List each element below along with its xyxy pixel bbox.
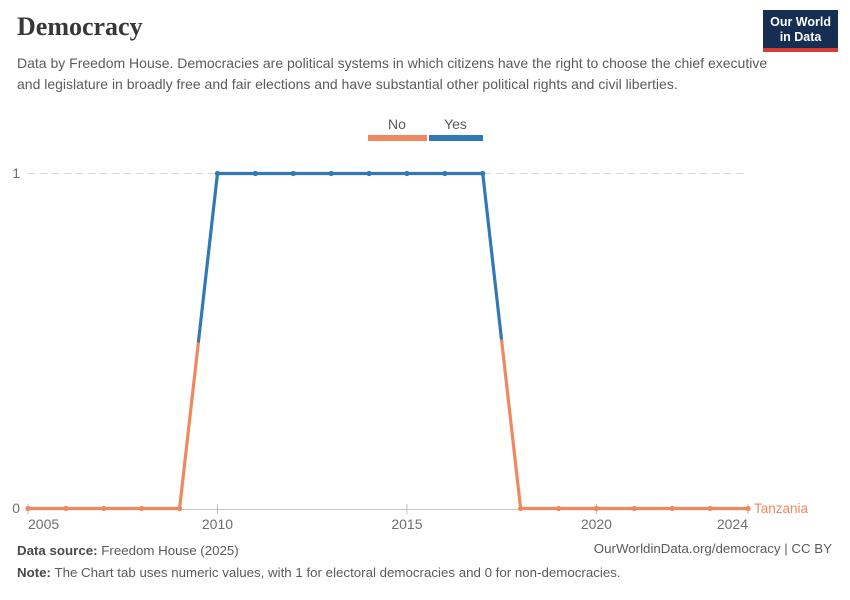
data-point-2020[interactable] [593, 505, 600, 512]
y-axis-label-0: 0 [12, 500, 20, 516]
data-source-line: Data source: Freedom House (2025) [17, 540, 621, 562]
x-axis-label-2005: 2005 [28, 516, 59, 532]
legend-label-yes: Yes [444, 116, 467, 132]
page-title: Democracy [17, 12, 143, 41]
x-axis-label-2015: 2015 [391, 516, 422, 532]
data-point-2006[interactable] [63, 505, 69, 512]
chart-legend: No Yes [0, 116, 850, 141]
data-point-2019[interactable] [555, 505, 562, 512]
legend-item-yes[interactable]: Yes [428, 116, 483, 141]
data-point-2012[interactable] [290, 170, 296, 177]
data-point-2010[interactable] [214, 170, 221, 177]
data-point-2024[interactable] [745, 505, 751, 512]
data-source-value: Freedom House (2025) [101, 543, 239, 558]
data-point-2014[interactable] [366, 170, 372, 177]
owid-logo[interactable]: Our World in Data [763, 10, 838, 52]
data-point-2007[interactable] [101, 505, 107, 512]
chart-footer: Data source: Freedom House (2025) Note: … [17, 540, 621, 584]
data-point-2017[interactable] [480, 170, 486, 177]
data-point-2008[interactable] [139, 505, 145, 512]
chart-subtitle: Data by Freedom House. Democracies are p… [17, 55, 768, 92]
entity-label[interactable]: Tanzania [754, 501, 809, 516]
x-axis-label-2020: 2020 [581, 516, 612, 532]
line-segment-2[interactable] [500, 339, 750, 511]
legend-item-no[interactable]: No [367, 116, 427, 141]
y-axis-label-1: 1 [12, 165, 20, 181]
legend-swatch-no [367, 135, 427, 141]
data-point-2015[interactable] [404, 170, 410, 177]
data-point-2021[interactable] [631, 505, 637, 512]
data-point-2023[interactable] [707, 505, 713, 512]
data-point-2022[interactable] [669, 505, 675, 512]
data-point-2018[interactable] [518, 505, 524, 512]
owid-logo-line2: in Data [779, 30, 822, 44]
data-point-2009[interactable] [176, 505, 183, 512]
note-label: Note: [17, 565, 51, 580]
note-line: Note: The Chart tab uses numeric values,… [17, 562, 621, 584]
x-axis-label-2024: 2024 [717, 516, 748, 532]
legend-swatch-yes [428, 135, 483, 141]
data-point-2011[interactable] [252, 170, 258, 177]
line-segment-1[interactable] [196, 171, 504, 343]
x-axis-label-2010: 2010 [202, 516, 233, 532]
note-value: The Chart tab uses numeric values, with … [54, 565, 621, 580]
line-segment-0[interactable] [26, 339, 201, 511]
legend-label-no: No [388, 116, 406, 132]
data-point-2005[interactable] [25, 505, 31, 512]
citation-link[interactable]: OurWorldinData.org/democracy | CC BY [593, 541, 832, 556]
data-point-2013[interactable] [328, 170, 334, 177]
owid-logo-line1: Our World [770, 15, 831, 29]
data-source-label: Data source: [17, 543, 98, 558]
data-point-2016[interactable] [442, 170, 448, 177]
